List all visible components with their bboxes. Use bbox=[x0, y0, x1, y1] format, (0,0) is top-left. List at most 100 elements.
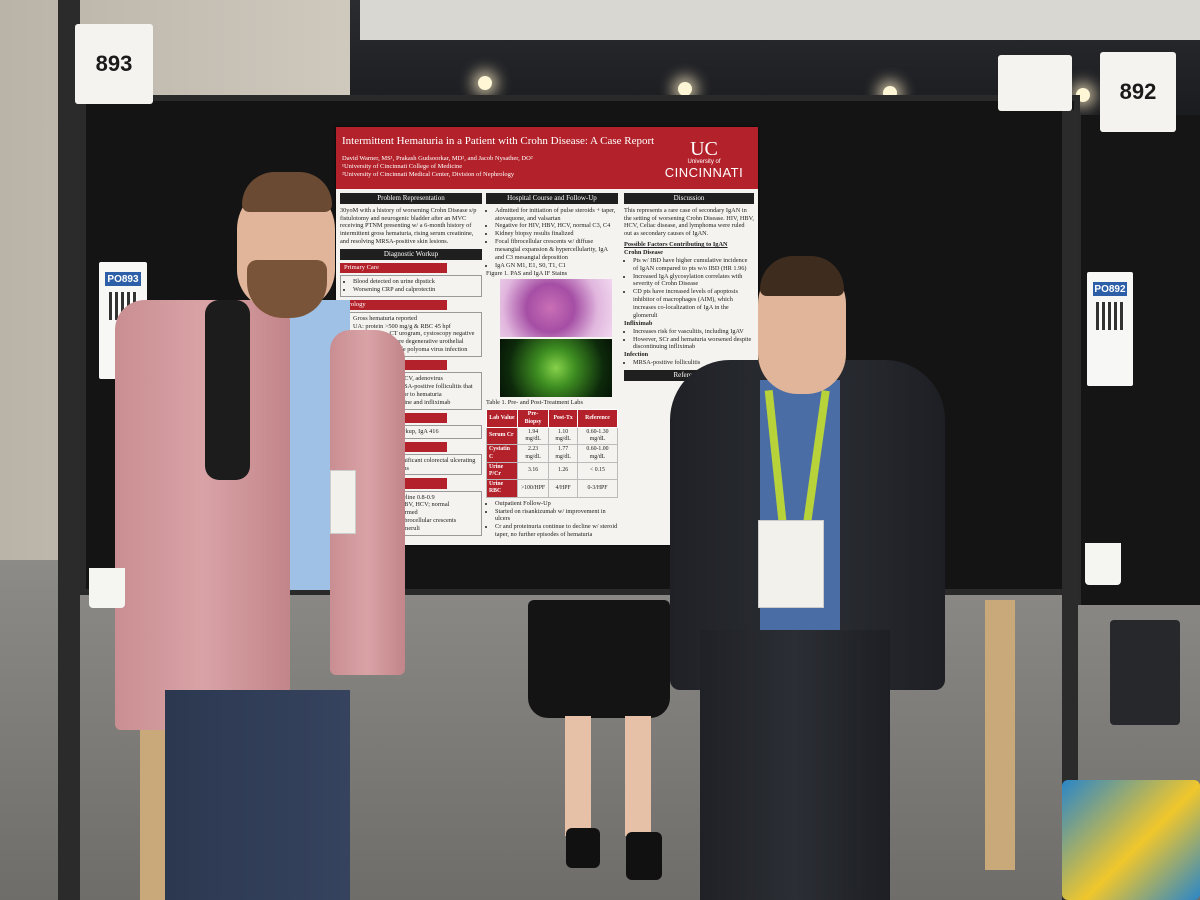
booth-number-card: 892 bbox=[1100, 52, 1176, 132]
black-shoe bbox=[566, 828, 600, 868]
figure-caption: Figure 1. PAS and IgA IF Stains bbox=[486, 269, 568, 277]
affiliation: ²University of Cincinnati Medical Center… bbox=[342, 171, 515, 179]
list-item: Worsening CRP and calprotectin bbox=[353, 286, 478, 294]
list-item: Admitted for initiation of pulse steroid… bbox=[495, 207, 618, 223]
qr-card-label: PO892 bbox=[1093, 282, 1127, 296]
list-item: IgA GN M1, E1, S0, T1, C1 bbox=[495, 262, 618, 270]
list-item: Urine culture, CT urogram, cystoscopy ne… bbox=[353, 330, 478, 338]
table-caption: Table 1. Pre- and Post-Treatment Labs bbox=[486, 399, 583, 407]
section-header: Problem Representation bbox=[340, 193, 482, 204]
list-item: Increases risk for vasculitis, including… bbox=[633, 328, 754, 336]
background-person-leg bbox=[625, 716, 651, 836]
subsection-title: Infliximab bbox=[624, 319, 653, 327]
background-person-legs bbox=[1110, 620, 1180, 725]
university-logo: UC University of CINCINNATI bbox=[656, 139, 752, 180]
board-post bbox=[1062, 110, 1078, 900]
table-cell: 0.60-1.00 mg/dL bbox=[576, 444, 619, 463]
name-badge bbox=[330, 470, 356, 534]
left-person-jacket bbox=[115, 300, 290, 730]
qr-card-label: PO893 bbox=[105, 272, 141, 286]
logo-text-top: University of bbox=[687, 159, 721, 165]
list-item: Pts w/ IBD have higher cumulative incide… bbox=[633, 257, 754, 273]
list-item: UA: protein >500 mg/g & RBC 45 hpf bbox=[353, 323, 478, 331]
backpack-strap bbox=[205, 300, 250, 480]
list-item: Increased IgA glycosylation correlates w… bbox=[633, 273, 754, 289]
table-cell: 3.16 bbox=[516, 461, 550, 481]
table-header: Lab Value bbox=[486, 409, 518, 428]
left-person-hair bbox=[242, 172, 332, 212]
table-row: Urine P/Cr 3.16 1.26 < 0.15 bbox=[486, 461, 619, 481]
table-cell: < 0.15 bbox=[576, 461, 619, 481]
table-cell: 1.77 mg/dL bbox=[548, 444, 578, 463]
logo-text-bottom: CINCINNATI bbox=[664, 165, 744, 180]
paper-cup bbox=[1085, 543, 1121, 585]
ceiling-light bbox=[678, 82, 692, 96]
left-person-jeans bbox=[165, 690, 350, 900]
table-header: Reference bbox=[576, 409, 619, 428]
right-person-trousers bbox=[700, 630, 890, 900]
problem-text: 30yoM with a history of worsening Crohn … bbox=[340, 206, 477, 246]
affiliation: ¹University of Cincinnati College of Med… bbox=[342, 163, 463, 171]
list-item: However, SCr and hematuria worsened desp… bbox=[633, 336, 754, 352]
subsection-header: Urology bbox=[340, 299, 448, 310]
table-row: Serum Cr 1.94 mg/dL 1.10 mg/dL 0.60-1.30… bbox=[486, 426, 619, 446]
blank-booth-card bbox=[998, 55, 1072, 111]
table-cell: Serum Cr bbox=[486, 426, 518, 446]
ceiling-panel bbox=[360, 0, 1200, 40]
table-cell: Cystatin C bbox=[486, 444, 518, 463]
list-item: Kidney biopsy results finalized bbox=[495, 230, 618, 238]
section-header: Discussion bbox=[624, 193, 754, 204]
table-cell: 4/HPF bbox=[548, 479, 578, 498]
booth-number-left: 893 bbox=[95, 51, 133, 76]
qr-code-icon bbox=[1096, 302, 1124, 330]
background-person-skirt bbox=[528, 600, 670, 718]
poster-column-3: Discussion This represents a rare case o… bbox=[624, 193, 754, 384]
paper-cup bbox=[89, 568, 125, 608]
list-item: Outpatient Follow-Up bbox=[495, 500, 618, 508]
list-item: Blood detected on urine dipstick bbox=[353, 278, 478, 286]
booth-number-right: 892 bbox=[1119, 79, 1157, 104]
section-header: Hospital Course and Follow-Up bbox=[486, 193, 618, 204]
qr-card-right: PO892 bbox=[1087, 272, 1133, 386]
table-cell: 0.60-1.30 mg/dL bbox=[576, 426, 619, 446]
list-item: Gross hematuria reported bbox=[353, 315, 478, 323]
uc-logo-icon: UC bbox=[690, 138, 718, 160]
table-header-row: Lab Value Pre-Biopsy Post-Tx Reference bbox=[486, 409, 619, 428]
subsection-title: Infection bbox=[624, 351, 649, 359]
list-item: Urine cytology: rare degenerative urothe… bbox=[353, 338, 478, 354]
pas-stain-image bbox=[500, 279, 612, 338]
booth-number-card: 893 bbox=[75, 24, 153, 104]
table-cell: 1.26 bbox=[548, 461, 578, 481]
table-row: Urine RBC >100/HPF 4/HPF 0-3/HPF bbox=[486, 479, 619, 498]
subsection-header: Primary Care bbox=[340, 262, 448, 273]
table-cell: >100/HPF bbox=[516, 479, 550, 498]
table-cell: Urine P/Cr bbox=[486, 461, 518, 481]
table-cell: 0-3/HPF bbox=[576, 479, 619, 498]
left-person-beard bbox=[247, 260, 327, 318]
section-header: Diagnostic Workup bbox=[340, 249, 482, 260]
primary-care-box: Blood detected on urine dipstick Worseni… bbox=[340, 274, 482, 297]
factors-header: Possible Factors Contributing to IgAN bbox=[624, 241, 728, 249]
black-shoe bbox=[626, 832, 662, 880]
iga-if-stain-image bbox=[500, 339, 612, 398]
poster-column-2: Hospital Course and Follow-Up Admitted f… bbox=[486, 193, 619, 539]
background-person-leg bbox=[565, 716, 591, 836]
table-cell: 1.10 mg/dL bbox=[548, 426, 578, 446]
poster-header: Intermittent Hematuria in a Patient with… bbox=[336, 127, 758, 189]
table-cell: 1.94 mg/dL bbox=[516, 426, 550, 446]
name-badge bbox=[758, 520, 824, 608]
right-person-hair bbox=[760, 256, 844, 296]
table-header: Post-Tx bbox=[548, 409, 578, 428]
table-row: Cystatin C 2.23 mg/dL 1.77 mg/dL 0.60-1.… bbox=[486, 444, 619, 463]
list-item: Negative for HIV, HBV, HCV, normal C3, C… bbox=[495, 222, 618, 230]
list-item: CD pts have increased levels of apoptosi… bbox=[633, 288, 754, 319]
discussion-text: This represents a rare case of secondary… bbox=[624, 206, 754, 238]
poster-title: Intermittent Hematuria in a Patient with… bbox=[342, 135, 655, 147]
list-item: Focal fibrocellular crescents w/ diffuse… bbox=[495, 238, 618, 262]
list-item: MRSA-positive folliculitis bbox=[633, 359, 754, 367]
board-post bbox=[58, 0, 80, 900]
poster-authors: David Warner, MS¹, Prakash Gudsoorkar, M… bbox=[342, 155, 662, 179]
list-item: Started on risankizumab w/ improvement i… bbox=[495, 508, 618, 524]
cardboard-tube bbox=[985, 600, 1015, 870]
lab-table: Lab Value Pre-Biopsy Post-Tx Reference S… bbox=[486, 409, 619, 498]
